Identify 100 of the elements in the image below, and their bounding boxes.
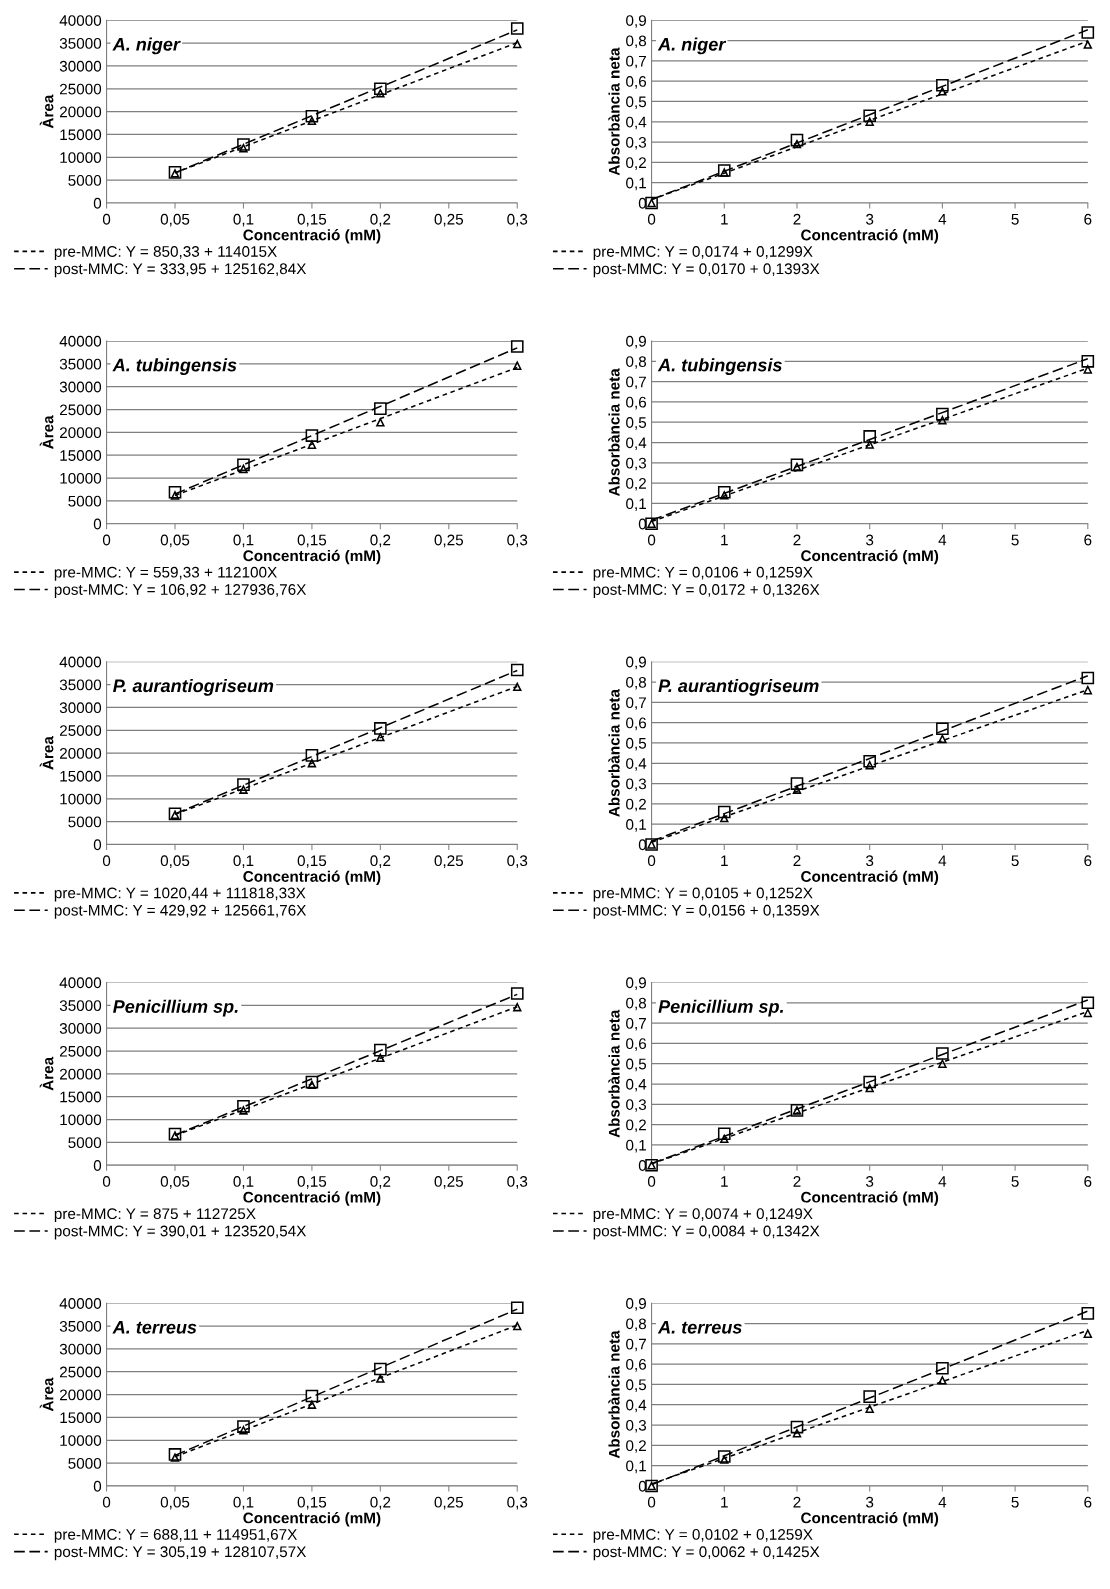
y-tick-label: 0,7	[626, 1017, 646, 1031]
x-axis-title: Concentració (mM)	[243, 549, 381, 565]
y-tick-label: 0,9	[626, 335, 646, 349]
x-tick-label: 0,3	[507, 213, 528, 227]
x-tick-label: 0	[647, 1176, 656, 1187]
x-tick-label: 0	[647, 213, 656, 225]
y-tick-label: 35000	[59, 679, 102, 691]
y-tick-label: 0,2	[626, 798, 646, 812]
y-tick-label: 10000	[60, 793, 102, 805]
x-tick-label: 5	[1011, 855, 1019, 867]
text: A. tubingensis	[657, 358, 782, 376]
x-tick-label: 1	[721, 855, 728, 866]
x-tick-label: 0,15	[297, 534, 327, 548]
y-tick-label: 20000	[59, 106, 102, 118]
y-axis-title: Àrea	[39, 415, 54, 449]
text: A. terreus	[657, 1321, 742, 1334]
x-tick-label: 0,15	[297, 855, 327, 868]
x-tick-label: 0,1	[233, 1176, 254, 1189]
y-tick-label: 30000	[59, 702, 102, 714]
x-tick-label: 0,3	[507, 1176, 528, 1189]
legend-label: pre-MMC: Y = 0,0074 + 0,1249X	[593, 1208, 813, 1223]
x-tick-label: 0	[102, 1496, 111, 1508]
y-axis-title: Absorbància neta	[608, 1330, 620, 1459]
y-tick-label: 20000	[59, 747, 102, 759]
y-tick-label: 40000	[59, 15, 102, 26]
legend-label: post-MMC: Y = 0,0084 + 0,1342X	[593, 1225, 820, 1240]
x-axis-title: Concentració (mM)	[243, 1191, 381, 1206]
y-axis-title: Àrea	[39, 1056, 54, 1091]
y-tick-label: 0,6	[626, 76, 647, 89]
legend-label: pre-MMC: Y = 559,33 + 112100X	[54, 566, 277, 581]
x-tick-label: 6	[1084, 855, 1092, 867]
legend-label: pre-MMC: Y = 0,0102 + 0,1259X	[593, 1529, 813, 1543]
y-tick-label: 15000	[60, 1412, 102, 1424]
y-tick-label: 5000	[68, 816, 102, 828]
y-tick-label: 0,5	[626, 96, 647, 109]
y-tick-label: 0,5	[626, 1058, 647, 1072]
x-tick-label: 0,3	[507, 1496, 528, 1510]
y-tick-label: 0,1	[626, 1460, 646, 1474]
y-tick-label: 30000	[59, 1023, 102, 1034]
x-tick-label: 0,25	[434, 1496, 464, 1510]
x-tick-label: 0,2	[370, 1176, 391, 1189]
legend-label: post-MMC: Y = 390,01 + 123520,54X	[54, 1225, 307, 1240]
y-tick-label: 0,3	[626, 136, 647, 150]
x-tick-label: 0,1	[233, 1496, 254, 1510]
x-tick-label: 3	[866, 1496, 874, 1508]
legend-label: post-MMC: Y = 106,92 + 127936,76X	[54, 584, 307, 598]
y-tick-label: 0,7	[626, 697, 646, 710]
y-axis-title: Absorbància neta	[608, 688, 620, 817]
y-tick-label: 40000	[59, 335, 102, 347]
x-tick-label: 0,3	[507, 534, 528, 548]
y-tick-label: 0,6	[626, 1359, 647, 1372]
y-axis-title: Àrea	[39, 736, 54, 770]
x-tick-label: 0,2	[370, 855, 391, 868]
x-tick-label: 6	[1084, 1496, 1092, 1508]
y-tick-label: 10000	[60, 472, 102, 484]
y-tick-label: 0,4	[626, 1078, 647, 1092]
y-tick-label: 0,4	[626, 758, 647, 771]
x-tick-label: 2	[793, 855, 801, 866]
x-tick-label: 0,2	[370, 534, 391, 548]
x-tick-label: 0,1	[233, 534, 254, 548]
legend-label: post-MMC: Y = 0,0170 + 0,1393X	[593, 263, 820, 278]
x-tick-label: 5	[1011, 1176, 1019, 1187]
y-tick-label: 30000	[59, 60, 102, 72]
x-tick-label: 3	[866, 855, 874, 867]
y-tick-label: 0,9	[626, 15, 646, 28]
y-tick-label: 0	[93, 1160, 102, 1171]
y-tick-label: 25000	[59, 404, 102, 416]
y-tick-label: 0,6	[626, 717, 647, 731]
text: Penicillium sp.	[658, 999, 783, 1017]
text: Penicillium sp.	[113, 999, 238, 1017]
x-tick-label: 5	[1011, 534, 1019, 546]
y-tick-label: 0,7	[626, 1338, 646, 1352]
y-tick-label: 0,8	[626, 35, 647, 49]
legend-label: pre-MMC: Y = 688,11 + 114951,67X	[54, 1529, 298, 1543]
x-tick-label: 4	[938, 1176, 947, 1187]
text: A. terreus	[112, 1321, 197, 1334]
x-tick-label: 2	[793, 213, 801, 225]
x-tick-label: 1	[721, 213, 728, 225]
x-tick-label: 0,25	[434, 855, 464, 868]
text: A. niger	[657, 37, 727, 55]
x-tick-label: 0,25	[434, 1176, 464, 1189]
x-tick-label: 4	[938, 1496, 947, 1508]
legend-label: post-MMC: Y = 0,0062 + 0,1425X	[593, 1546, 820, 1561]
y-tick-label: 0,1	[626, 819, 646, 832]
y-tick-label: 15000	[60, 450, 102, 461]
y-tick-label: 15000	[60, 770, 102, 782]
x-tick-label: 0,1	[233, 213, 254, 227]
legend-label: post-MMC: Y = 333,95 + 125162,84X	[54, 263, 307, 278]
x-axis-title: Concentració (mM)	[243, 870, 381, 885]
text: A. niger	[112, 37, 181, 55]
x-axis-title: Concentració (mM)	[801, 229, 939, 244]
y-tick-label: 0,9	[626, 977, 646, 990]
x-tick-label: 1	[721, 1496, 728, 1508]
x-tick-label: 0,05	[160, 1496, 190, 1510]
text: P. aurantiogriseum	[113, 678, 274, 696]
x-tick-label: 2	[793, 1496, 801, 1508]
y-tick-label: 0,7	[626, 55, 646, 69]
y-tick-label: 25000	[59, 1045, 102, 1057]
y-tick-label: 0,5	[626, 1379, 647, 1392]
x-axis-title: Concentració (mM)	[243, 229, 381, 244]
